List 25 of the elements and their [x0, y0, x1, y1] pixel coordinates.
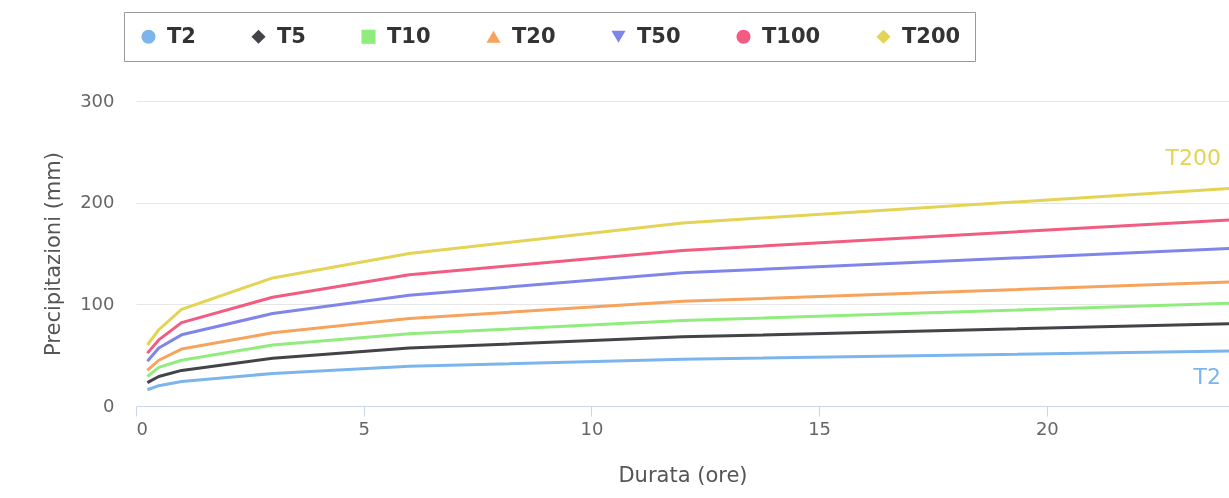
x-tick-label: 5 — [358, 417, 370, 439]
line-series — [145, 246, 1229, 363]
legend-label: T100 — [762, 23, 821, 48]
line-series — [145, 349, 1229, 392]
legend-label: T10 — [387, 23, 431, 48]
line-series — [145, 322, 1229, 385]
y-axis-title: Precipitazioni (mm) — [41, 152, 66, 356]
line-series — [145, 218, 1229, 355]
x-axis-title: Durata (ore) — [618, 462, 748, 487]
x-tick-label: 15 — [808, 417, 832, 439]
annotation: T200 — [1164, 145, 1221, 171]
x-tick-label: 10 — [580, 417, 604, 439]
y-tick-label: 0 — [103, 394, 115, 416]
x-tick-label: 0 — [136, 417, 148, 439]
line-series — [145, 186, 1229, 347]
legend-label: T5 — [277, 23, 306, 48]
legend-label: T2 — [167, 23, 196, 48]
annotation: T2 — [1192, 364, 1221, 390]
y-tick-label: 200 — [80, 191, 115, 213]
x-tick-label: 20 — [1035, 417, 1059, 439]
y-tick-label: 300 — [80, 89, 115, 111]
legend-label: T200 — [902, 23, 961, 48]
legend-label: T20 — [512, 23, 556, 48]
legend-label: T50 — [637, 23, 681, 48]
y-tick-label: 100 — [80, 292, 115, 314]
